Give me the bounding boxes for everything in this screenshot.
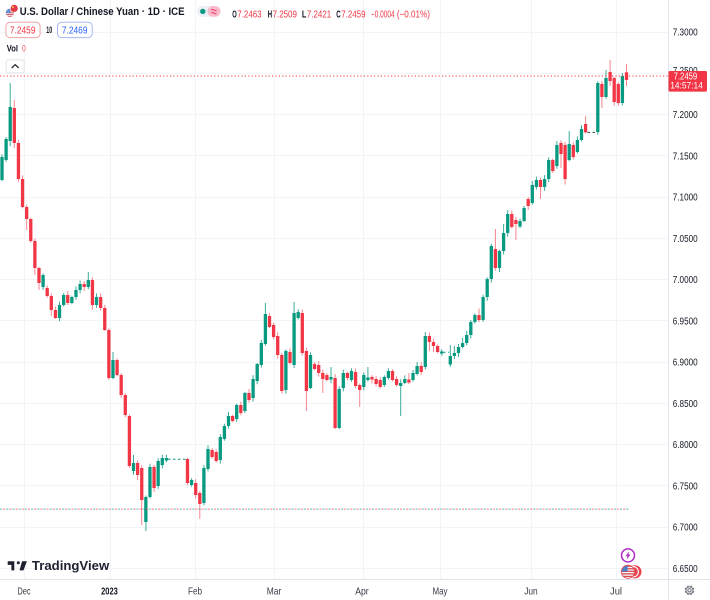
svg-text:7.2509: 7.2509 [273, 10, 297, 21]
svg-text:6.9500: 6.9500 [673, 316, 698, 327]
svg-text:6.6500: 6.6500 [673, 564, 698, 575]
svg-text:7.2459: 7.2459 [10, 25, 36, 36]
svg-text:6.7000: 6.7000 [673, 523, 698, 534]
svg-text:6.8500: 6.8500 [673, 399, 698, 410]
svg-text:Jun: Jun [524, 586, 538, 597]
svg-text:Feb: Feb [188, 586, 202, 597]
svg-text:C: C [336, 10, 341, 21]
svg-text:14:57:14: 14:57:14 [670, 81, 703, 91]
svg-text:7.0500: 7.0500 [673, 234, 698, 245]
svg-text:0: 0 [22, 44, 26, 54]
svg-text:7.2469: 7.2469 [62, 25, 88, 36]
svg-text:H: H [268, 10, 273, 21]
svg-text:6.8000: 6.8000 [673, 440, 698, 451]
svg-text:10: 10 [46, 25, 52, 35]
svg-text:−0.0004: −0.0004 [371, 10, 395, 21]
svg-text:May: May [433, 586, 449, 597]
svg-text:(−0.01%): (−0.01%) [397, 10, 430, 21]
svg-text:7.1000: 7.1000 [673, 193, 698, 204]
svg-text:7.2459: 7.2459 [341, 10, 365, 21]
svg-text:Mar: Mar [267, 586, 282, 597]
svg-text:Vol: Vol [7, 44, 18, 54]
svg-text:6.9000: 6.9000 [673, 358, 698, 369]
svg-text:7.0000: 7.0000 [673, 275, 698, 286]
svg-text:Apr: Apr [355, 586, 369, 597]
svg-text:7.2000: 7.2000 [673, 110, 698, 121]
svg-text:6.7500: 6.7500 [673, 482, 698, 493]
svg-text:O: O [232, 10, 237, 21]
svg-text:7.1500: 7.1500 [673, 151, 698, 162]
svg-text:7.2463: 7.2463 [237, 10, 261, 21]
svg-text:Jul: Jul [610, 586, 622, 597]
svg-text:2023: 2023 [101, 586, 118, 597]
svg-text:Dec: Dec [17, 586, 30, 597]
svg-text:TradingView: TradingView [32, 558, 110, 573]
svg-text:7.2459: 7.2459 [674, 71, 698, 82]
svg-text:L: L [302, 10, 307, 21]
svg-text:7.3000: 7.3000 [673, 28, 698, 39]
svg-text:U.S. Dollar / Chinese Yuan · 1: U.S. Dollar / Chinese Yuan · 1D · ICE [20, 6, 185, 18]
svg-text:7.2421: 7.2421 [307, 10, 331, 21]
